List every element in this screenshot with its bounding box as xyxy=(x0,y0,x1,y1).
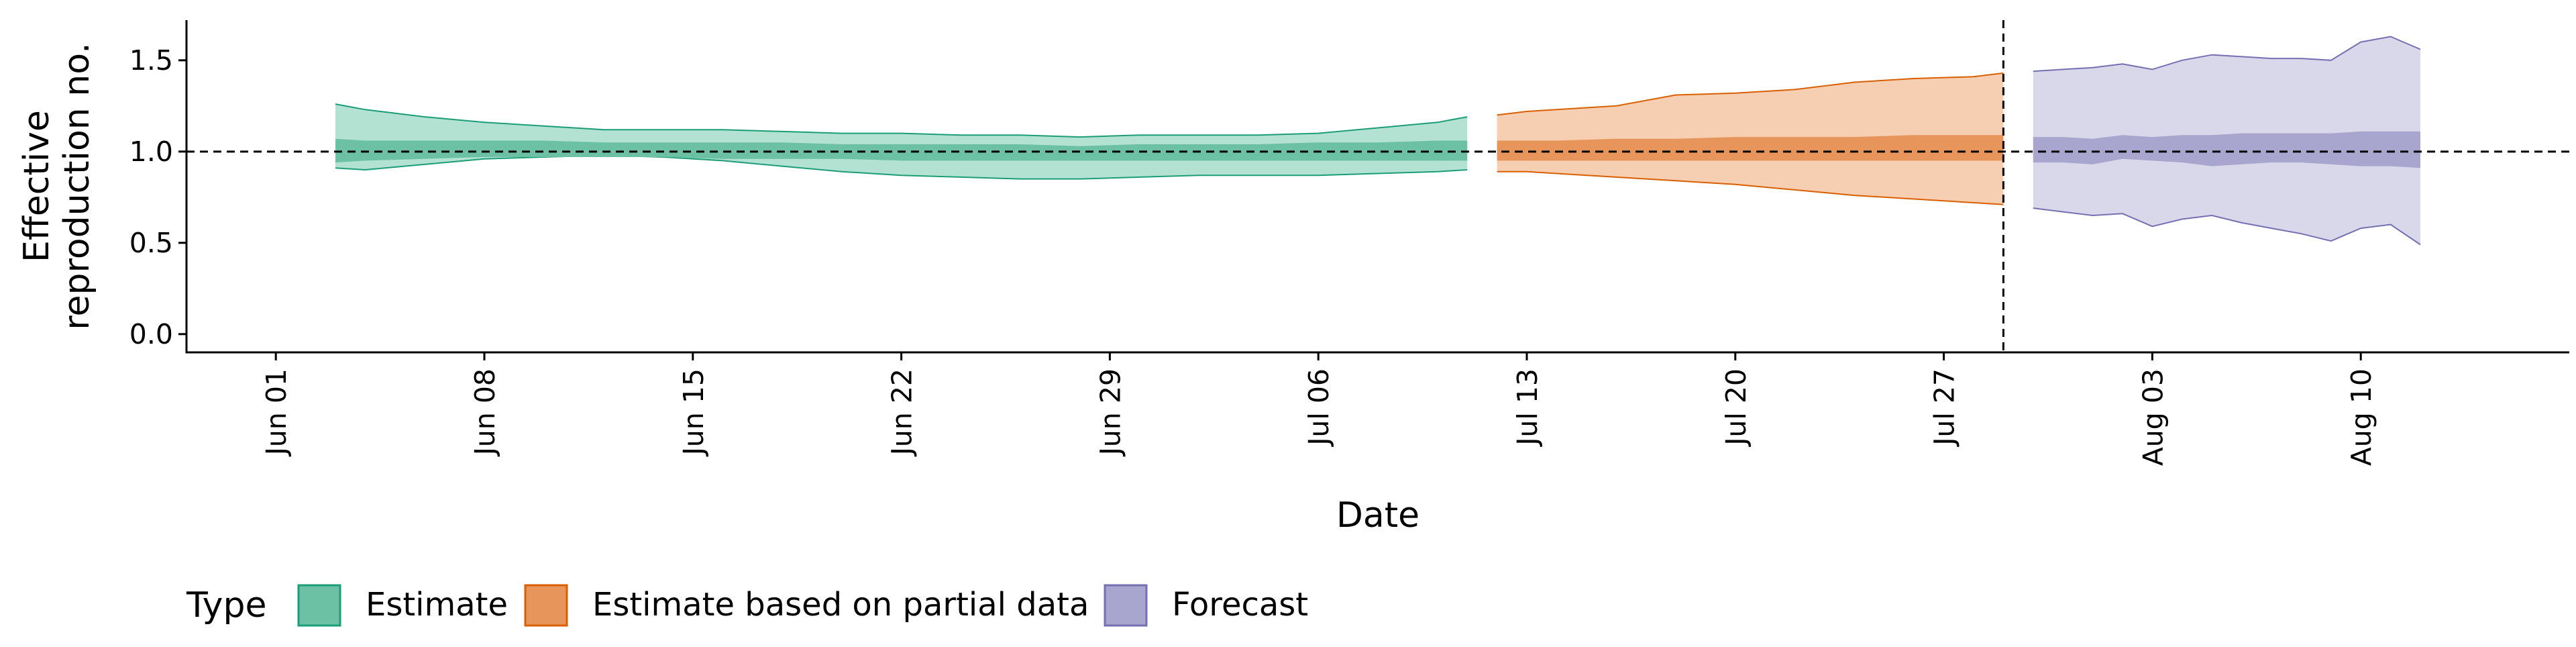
x-tick-label: Jun 15 xyxy=(678,368,710,457)
x-tick-label: Jun 08 xyxy=(469,368,501,457)
band-upper-edge-forecast xyxy=(2033,36,2421,72)
x-tick-label: Jul 27 xyxy=(1929,368,1961,448)
reference-layer xyxy=(186,20,2569,352)
x-tick-label: Jul 06 xyxy=(1303,368,1335,448)
x-tick-label: Jun 22 xyxy=(886,368,918,457)
y-axis-title-line: Effective xyxy=(17,110,57,262)
band-upper-edge-estimate-based-on-partial-data xyxy=(1497,72,2004,116)
y-axis-title: Effectivereproduction no. xyxy=(17,42,97,330)
axes-layer: 0.0 0.5 1.0 1.5 Jun 01 Jun 08 Jun 15 Jun 22 Jun … xyxy=(17,20,2569,536)
band-lower-edge-estimate xyxy=(335,154,1468,180)
legend: Type Estimate Estimate based on partial da… xyxy=(186,584,1308,627)
x-tick-label: Aug 03 xyxy=(2137,368,2169,466)
legend-key xyxy=(297,584,341,627)
band-lower-edge-estimate-based-on-partial-data xyxy=(1497,170,2004,205)
y-tick-label: 0.0 xyxy=(129,318,173,350)
legend-label: Estimate xyxy=(366,586,508,624)
y-axis-title-line: reproduction no. xyxy=(57,42,97,330)
x-tick-label: Jul 20 xyxy=(1720,368,1752,448)
y-tick-label: 1.5 xyxy=(129,44,173,77)
x-axis-title: Date xyxy=(1336,495,1419,536)
x-tick-label: Jul 13 xyxy=(1511,368,1544,448)
legend-key xyxy=(1104,584,1148,627)
band-upper-edge-estimate xyxy=(335,103,1468,138)
band-inner-forecast xyxy=(2033,131,2420,168)
band-inner-estimate-based-on-partial-data xyxy=(1497,135,2004,161)
x-tick-label: Jun 01 xyxy=(260,368,292,457)
legend-title: Type xyxy=(186,585,266,626)
band-lower-edge-forecast xyxy=(2033,207,2421,246)
y-tick-label: 1.0 xyxy=(129,136,173,168)
legend-label: Forecast xyxy=(1172,586,1308,624)
legend-key xyxy=(524,584,568,627)
band-layer xyxy=(335,36,2421,246)
y-tick-label: 0.5 xyxy=(129,227,173,259)
legend-label: Estimate based on partial data xyxy=(592,586,1089,624)
x-tick-label: Jun 29 xyxy=(1094,368,1126,457)
x-tick-label: Aug 10 xyxy=(2345,368,2377,466)
